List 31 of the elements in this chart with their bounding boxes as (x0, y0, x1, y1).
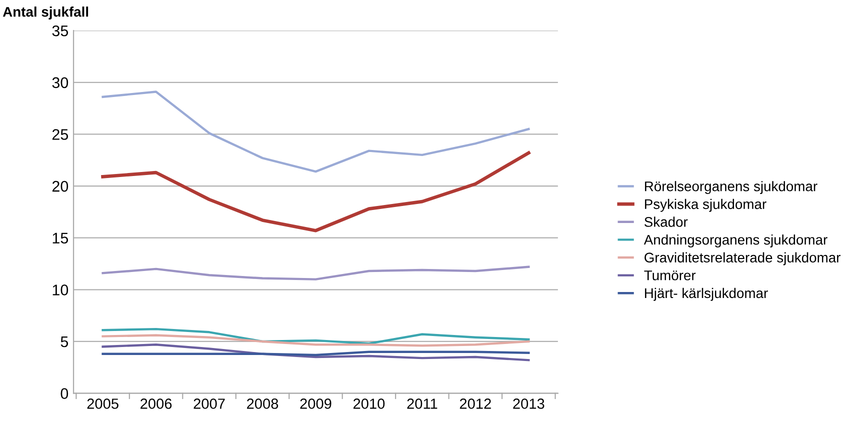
line-series (102, 328, 530, 345)
x-tick-label: 2013 (513, 398, 544, 409)
legend-label: Rörelseorganens sjukdomar (645, 181, 818, 194)
y-tick-label: 15 (52, 232, 68, 244)
legend-label: Psykiska sjukdomar (645, 198, 766, 212)
legend-label: Tumörer (644, 270, 696, 280)
legend-label: Andningsorganens sjukdomar (644, 234, 828, 248)
y-tick-label: 5 (60, 336, 68, 348)
legend-label: Graviditetsrelaterade sjukdomar (644, 252, 840, 266)
legend-label: Hjärt- kärlsjukdomar (645, 288, 768, 301)
x-tick-label: 2008 (247, 398, 278, 409)
line-series (102, 266, 530, 280)
y-tick-label: 30 (52, 77, 68, 88)
legend-label: Skador (644, 216, 688, 227)
x-tick-label: 2009 (300, 398, 332, 409)
x-tick-label: 2011 (407, 398, 438, 409)
y-tick-label: 20 (52, 180, 68, 192)
y-axis-title: Antal sjukfall (2, 6, 88, 20)
x-tick-label: 2012 (460, 398, 491, 409)
line-series (102, 334, 530, 347)
y-tick-label: 10 (52, 284, 68, 296)
y-tick-label: 35 (52, 25, 68, 36)
y-tick-label: 0 (60, 388, 68, 399)
line-series (102, 343, 530, 362)
x-tick-label: 2007 (194, 398, 225, 409)
x-tick-label: 2005 (87, 398, 118, 409)
x-tick-label: 2010 (353, 398, 385, 409)
line-series (102, 90, 530, 173)
x-tick-label: 2006 (140, 398, 172, 409)
y-tick-label: 25 (52, 129, 68, 140)
line-series (101, 151, 530, 232)
